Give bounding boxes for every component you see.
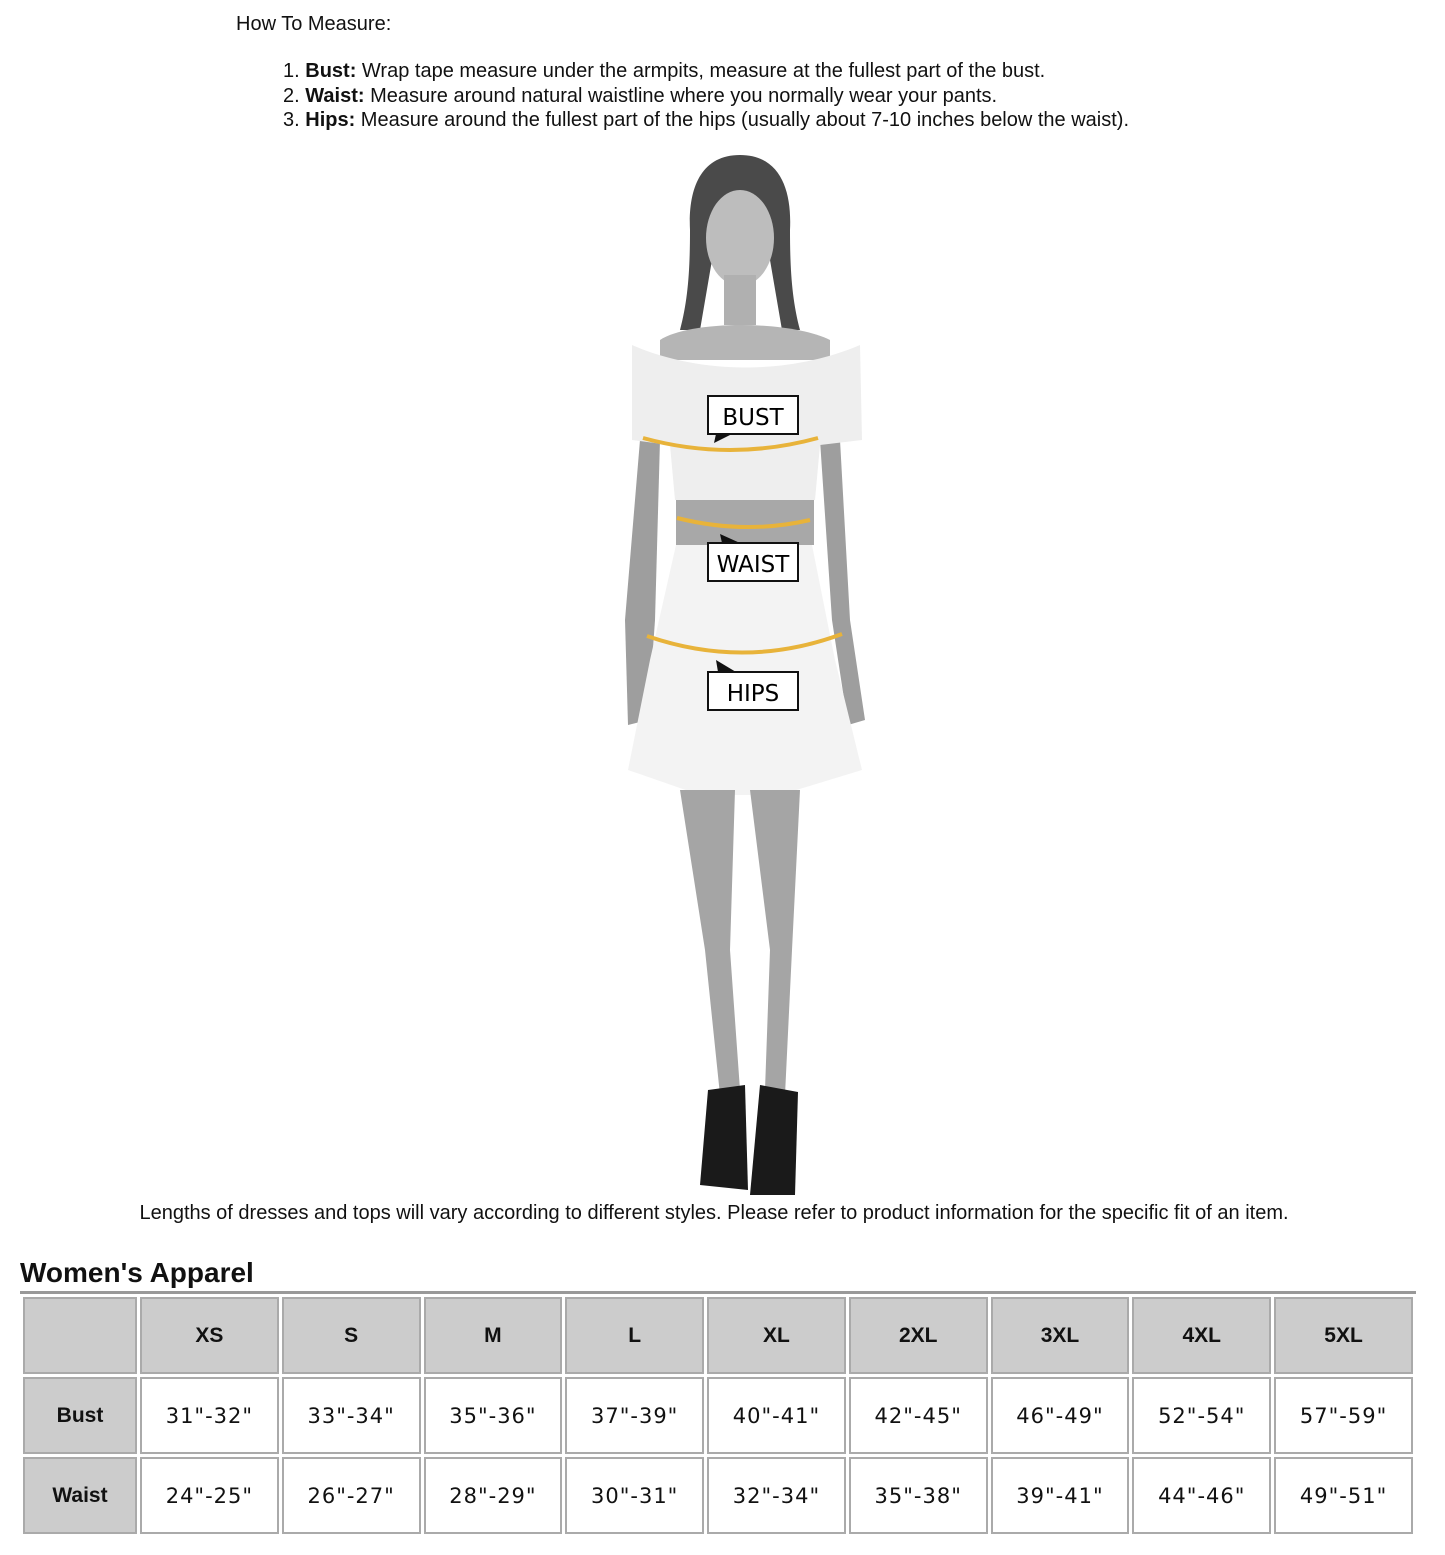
step-term: Hips: bbox=[305, 109, 356, 131]
step-term: Waist: bbox=[305, 84, 365, 107]
table-cell: 46"-49" bbox=[990, 1377, 1130, 1454]
table-cell: 42"-45" bbox=[848, 1377, 988, 1454]
table-cell: 26"-27" bbox=[281, 1457, 421, 1534]
size-chart-table: XS S M L XL 2XL 3XL 4XL 5XL Bust 31"-32" 33"-34" 35… bbox=[20, 1291, 1416, 1537]
column-header: XL bbox=[707, 1297, 846, 1374]
column-header: 5XL bbox=[1274, 1297, 1413, 1374]
bust-tape-line bbox=[642, 436, 819, 452]
size-chart-title: Women's Apparel bbox=[20, 1257, 254, 1288]
step-text: Wrap tape measure under the armpits, mea… bbox=[356, 60, 1046, 82]
table-cell: 40"-41" bbox=[707, 1377, 846, 1454]
step-number: 3. bbox=[283, 109, 300, 131]
step-text: Measure around natural waistline where y… bbox=[364, 84, 998, 107]
waist-label: WAIST bbox=[707, 534, 799, 582]
bust-label: BUST bbox=[707, 395, 799, 443]
table-cell: 35"-36" bbox=[423, 1377, 563, 1454]
corner-cell bbox=[23, 1297, 137, 1374]
table-cell: 49"-51" bbox=[1274, 1457, 1413, 1534]
step-number: 1. bbox=[283, 60, 300, 82]
step-waist: 2. Waist: Measure around natural waistli… bbox=[283, 84, 1129, 109]
row-header: Bust bbox=[23, 1377, 137, 1454]
table-row: Bust 31"-32" 33"-34" 35"-36" 37"-39" 40"-41" 4… bbox=[23, 1377, 1413, 1454]
table-cell: 39"-41" bbox=[990, 1457, 1130, 1534]
column-header: 3XL bbox=[990, 1297, 1130, 1374]
table-row: Waist 24"-25" 26"-27" 28"-29" 30"-31" 32"-34"… bbox=[23, 1457, 1413, 1534]
column-header: S bbox=[281, 1297, 421, 1374]
waist-tape-line bbox=[676, 516, 811, 529]
table-cell: 31"-32" bbox=[140, 1377, 279, 1454]
table-cell: 57"-59" bbox=[1274, 1377, 1413, 1454]
step-term: Bust: bbox=[305, 60, 357, 82]
table-header-row: XS S M L XL 2XL 3XL 4XL 5XL bbox=[23, 1297, 1413, 1374]
column-header: L bbox=[565, 1297, 705, 1374]
table-cell: 30"-31" bbox=[565, 1457, 705, 1534]
fit-note: Lengths of dresses and tops will vary ac… bbox=[139, 1202, 1289, 1224]
table-cell: 33"-34" bbox=[281, 1377, 421, 1454]
svg-text:HIPS: HIPS bbox=[727, 681, 780, 707]
row-header: Waist bbox=[23, 1457, 137, 1534]
table-cell: 35"-38" bbox=[848, 1457, 988, 1534]
step-hips: 3. Hips: Measure around the fullest part… bbox=[283, 108, 1129, 133]
table-cell: 37"-39" bbox=[565, 1377, 705, 1454]
hips-tape-line bbox=[646, 632, 843, 655]
column-header: M bbox=[423, 1297, 563, 1374]
step-bust: 1. Bust: Wrap tape measure under the arm… bbox=[283, 59, 1129, 84]
measure-steps: 1. Bust: Wrap tape measure under the arm… bbox=[283, 59, 1129, 133]
svg-text:BUST: BUST bbox=[722, 405, 784, 431]
table-cell: 28"-29" bbox=[423, 1457, 563, 1534]
column-header: 4XL bbox=[1132, 1297, 1272, 1374]
step-text: Measure around the fullest part of the h… bbox=[355, 109, 1130, 131]
table-cell: 52"-54" bbox=[1132, 1377, 1272, 1454]
table-cell: 24"-25" bbox=[140, 1457, 279, 1534]
how-to-measure-title: How To Measure: bbox=[236, 13, 392, 35]
step-number: 2. bbox=[283, 84, 300, 107]
table-cell: 44"-46" bbox=[1132, 1457, 1272, 1534]
column-header: 2XL bbox=[848, 1297, 988, 1374]
column-header: XS bbox=[140, 1297, 279, 1374]
table-cell: 32"-34" bbox=[707, 1457, 846, 1534]
svg-text:WAIST: WAIST bbox=[717, 552, 791, 578]
model-figure: BUST WAIST HIPS bbox=[625, 155, 865, 1195]
hips-label: HIPS bbox=[707, 660, 799, 711]
